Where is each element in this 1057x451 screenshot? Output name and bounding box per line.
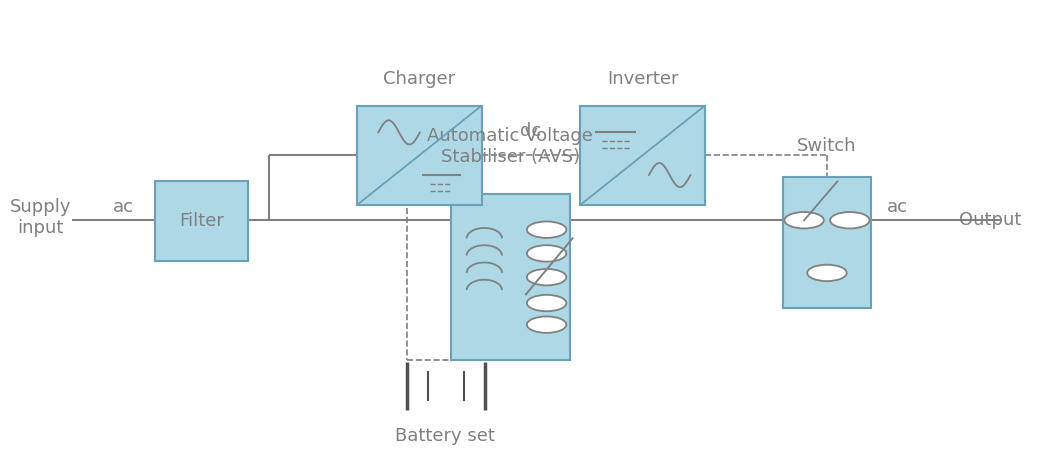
Text: Automatic Voltage
Stabiliser (AVS): Automatic Voltage Stabiliser (AVS) <box>427 127 593 166</box>
Text: Switch: Switch <box>797 137 857 155</box>
Circle shape <box>526 295 567 311</box>
Text: dc: dc <box>520 123 541 141</box>
Circle shape <box>526 245 567 262</box>
Circle shape <box>808 265 847 281</box>
Circle shape <box>784 212 823 229</box>
Text: Charger: Charger <box>384 70 456 88</box>
Bar <box>783 177 871 308</box>
Circle shape <box>526 221 567 238</box>
Text: Supply
input: Supply input <box>10 198 71 237</box>
Text: Filter: Filter <box>179 212 224 230</box>
Text: ac: ac <box>887 198 908 216</box>
Bar <box>450 194 570 360</box>
Text: Output: Output <box>960 211 1022 229</box>
Circle shape <box>526 269 567 285</box>
Bar <box>154 181 248 261</box>
Circle shape <box>526 317 567 333</box>
Text: Inverter: Inverter <box>607 70 679 88</box>
Text: ac: ac <box>113 198 134 216</box>
Circle shape <box>830 212 870 229</box>
Bar <box>580 106 705 205</box>
Bar <box>357 106 482 205</box>
Text: Battery set: Battery set <box>395 427 496 445</box>
